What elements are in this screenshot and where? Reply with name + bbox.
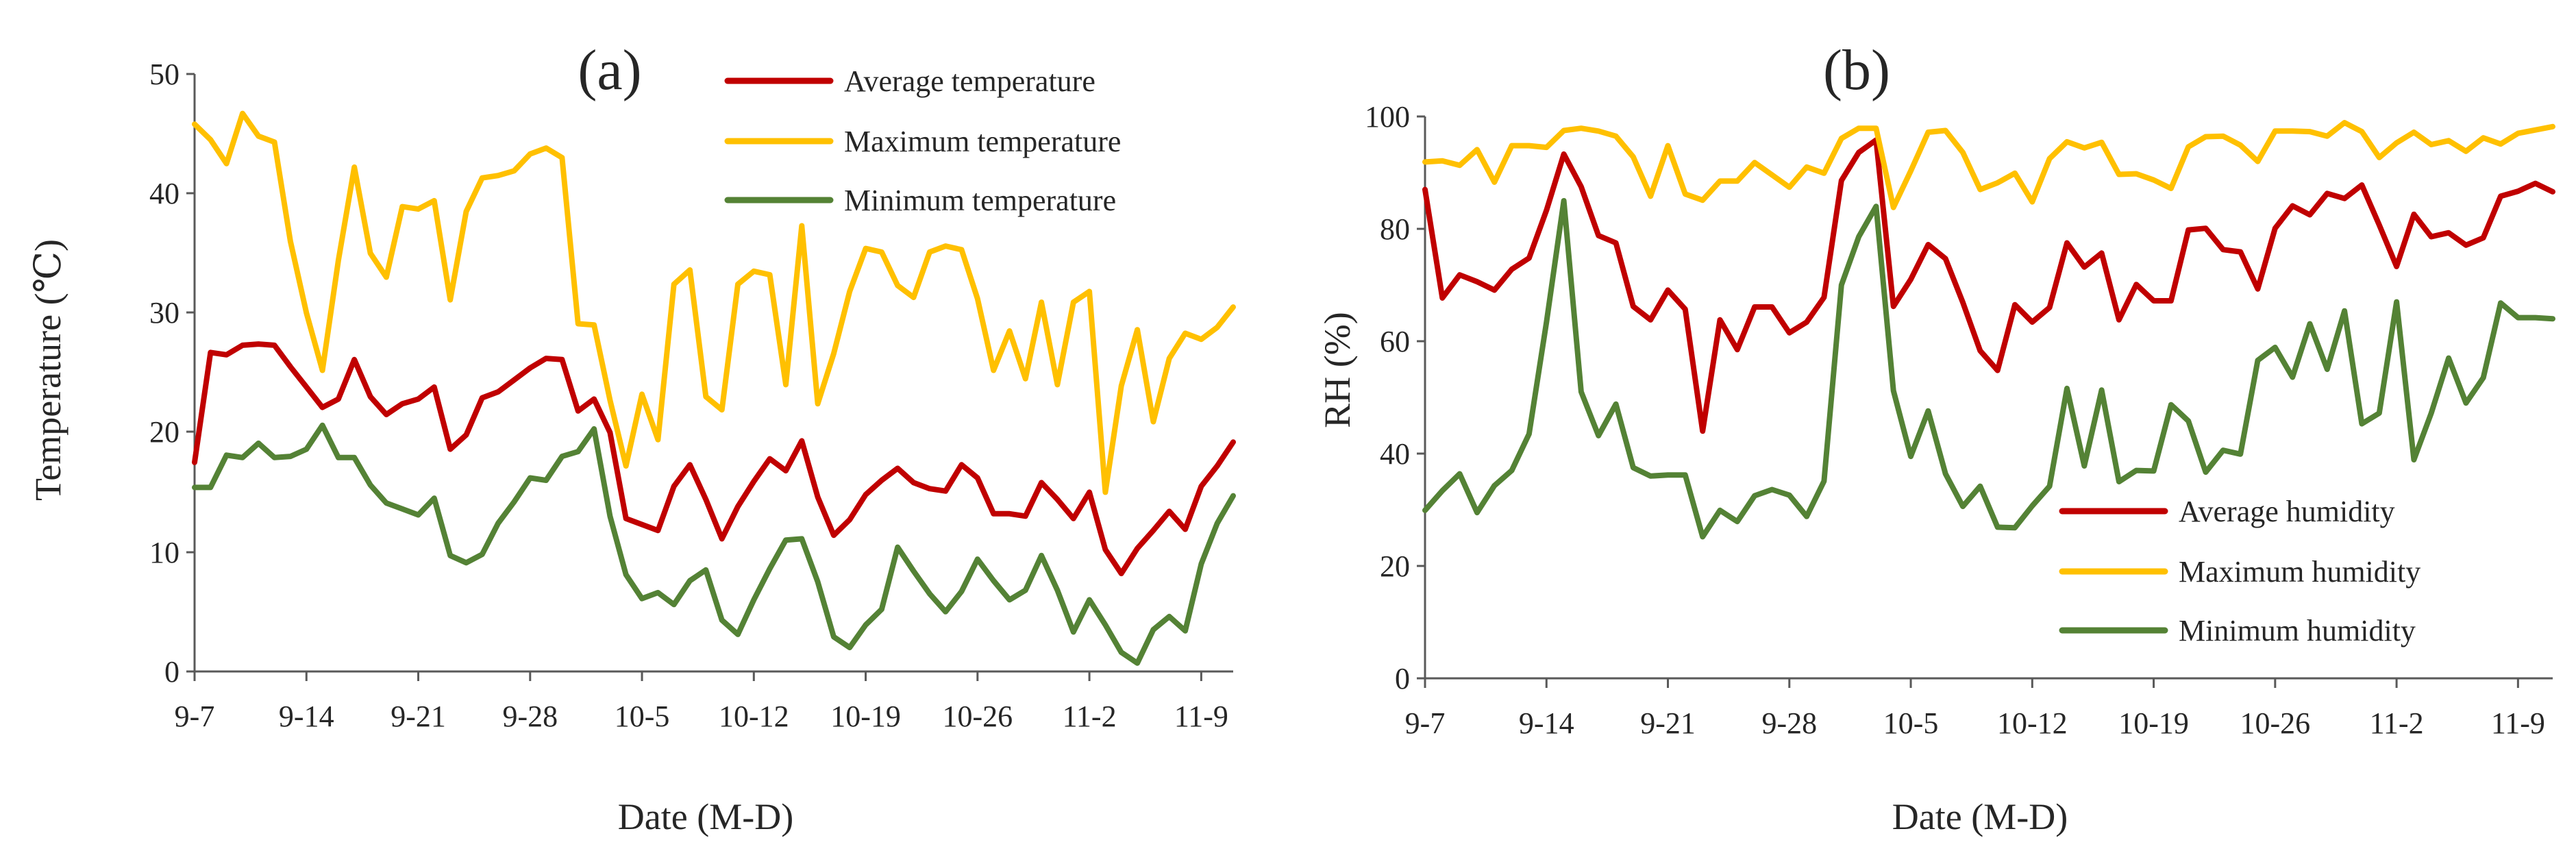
- y-tick-label: 40: [149, 177, 179, 210]
- x-tick-label: 9-14: [279, 700, 334, 733]
- series-line-maximum-temperature: [192, 110, 1236, 495]
- series-line-minimum-temperature: [192, 422, 1236, 666]
- x-tick-label: 9-28: [502, 700, 558, 733]
- series-line-maximum-humidity: [1422, 120, 2555, 210]
- y-axis-title: RH (%): [1317, 312, 1358, 428]
- y-tick-label: 10: [149, 536, 179, 569]
- y-axis-title: Temperature (℃): [27, 239, 69, 501]
- x-tick-label: 10-19: [2118, 706, 2189, 740]
- x-tick-label: 10-26: [943, 700, 1013, 733]
- y-tick-label: 60: [1380, 325, 1410, 358]
- legend-label-minimum-temperature: Minimum temperature: [844, 184, 1116, 217]
- x-tick-label: 11-2: [2370, 706, 2424, 740]
- y-tick-label: 30: [149, 296, 179, 330]
- x-tick-label: 11-9: [1174, 700, 1228, 733]
- humidity-chart: 0 20 40 60 80 100 9-7 9-14 9-21 9-28 10-5 10-12 10-1…: [1317, 38, 2555, 837]
- legend-label-minimum-humidity: Minimum humidity: [2179, 614, 2416, 647]
- y-tick-label: 20: [149, 415, 179, 449]
- y-tick-label: 0: [164, 655, 179, 689]
- x-axis-title: Date (M-D): [618, 796, 793, 837]
- x-tick-label: 10-5: [615, 700, 670, 733]
- y-tick-label: 80: [1380, 212, 1410, 246]
- y-tick-label: 100: [1365, 100, 1410, 134]
- x-tick-label: 9-7: [175, 700, 215, 733]
- panel-label: (b): [1823, 38, 1890, 102]
- temperature-chart: 0 10 20 30 40 50 9-7 9-14 9-21 9-28 10-5 10-12 10-19…: [27, 38, 1236, 837]
- x-tick-label: 10-19: [830, 700, 901, 733]
- x-tick-label: 9-21: [1640, 706, 1696, 740]
- y-tick-label: 0: [1395, 662, 1410, 695]
- series-line-minimum-humidity: [1422, 198, 2555, 540]
- x-tick-label: 10-5: [1883, 706, 1939, 740]
- panel-label: (a): [578, 38, 641, 102]
- x-tick-label: 9-14: [1519, 706, 1574, 740]
- legend-label-average-temperature: Average temperature: [844, 64, 1095, 98]
- x-tick-label: 9-21: [391, 700, 446, 733]
- humidity-chart-panel: 0 20 40 60 80 100 9-7 9-14 9-21 9-28 10-5 10-12 10-1…: [1288, 0, 2576, 861]
- x-tick-label: 10-12: [719, 700, 789, 733]
- legend-label-maximum-humidity: Maximum humidity: [2179, 555, 2420, 589]
- temperature-chart-panel: 0 10 20 30 40 50 9-7 9-14 9-21 9-28 10-5 10-12 10-19…: [0, 0, 1288, 861]
- series-line-average-humidity: [1422, 137, 2555, 434]
- x-tick-label: 11-2: [1063, 700, 1117, 733]
- x-tick-label: 10-12: [1997, 706, 2068, 740]
- legend-label-maximum-temperature: Maximum temperature: [844, 125, 1121, 158]
- legend-label-average-humidity: Average humidity: [2179, 495, 2395, 528]
- x-tick-label: 9-28: [1761, 706, 1817, 740]
- series-line-average-temperature: [192, 341, 1236, 576]
- x-tick-label: 9-7: [1405, 706, 1446, 740]
- y-tick-label: 40: [1380, 437, 1410, 471]
- y-tick-label: 50: [149, 58, 179, 91]
- y-tick-label: 20: [1380, 550, 1410, 583]
- x-tick-label: 11-9: [2491, 706, 2545, 740]
- x-axis-title: Date (M-D): [1892, 796, 2068, 837]
- x-tick-label: 10-26: [2240, 706, 2311, 740]
